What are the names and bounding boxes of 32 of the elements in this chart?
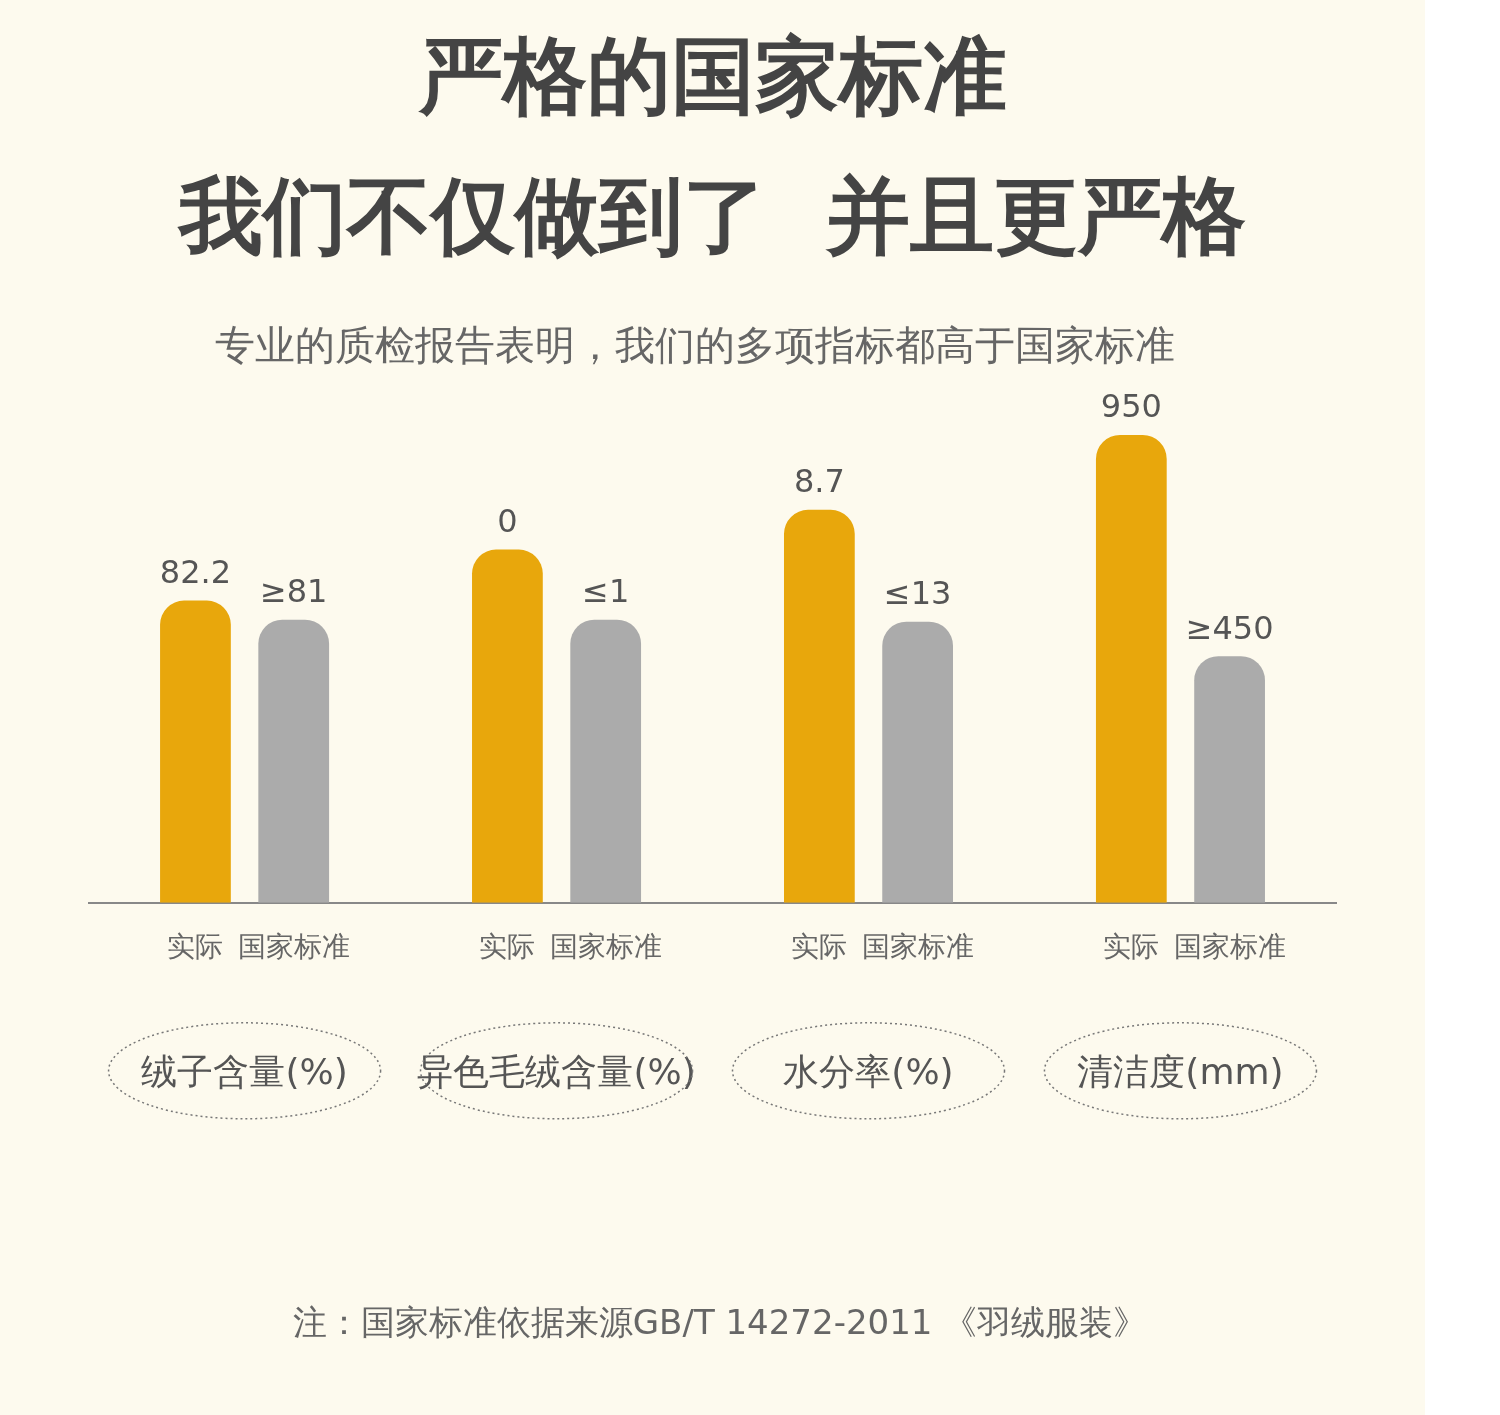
- text: 国家标准: [549, 930, 662, 964]
- annotation: ≤1: [582, 572, 630, 611]
- bar: [570, 619, 642, 903]
- x-tick-label: 异色毛绒含量(%): [417, 1050, 696, 1092]
- annotation: 0: [497, 501, 518, 540]
- text: 专业的质检报告表明，我们的多项指标都高于国家标准: [214, 321, 1176, 370]
- annotation: ≤13: [883, 573, 952, 612]
- text: 国家标准: [861, 930, 974, 964]
- annotation: 82.2: [159, 552, 232, 591]
- text: 950: [1100, 387, 1162, 426]
- x-tick-label: 绒子含量(%): [141, 1050, 348, 1092]
- text: 实际: [1103, 930, 1160, 964]
- text: 注：国家标准依据来源GB/T 14272-2011 《羽绒服装》: [291, 1301, 1149, 1344]
- text: 国家标准: [1173, 930, 1286, 964]
- bar: [882, 621, 954, 903]
- chart-subtitle: 我们不仅做到了 并且更严格: [176, 166, 1247, 267]
- text: 实际: [479, 930, 536, 964]
- series-label: 实际: [167, 930, 224, 964]
- annotation: 8.7: [793, 462, 845, 501]
- bar: [1194, 656, 1265, 903]
- x-tick-label: 水分率(%): [783, 1050, 954, 1092]
- bar: [258, 619, 330, 903]
- bar: [472, 549, 543, 903]
- text: 实际: [791, 930, 848, 964]
- annotation: ≥450: [1185, 608, 1274, 647]
- bar: [160, 600, 231, 903]
- x-tick-label: 清洁度(mm): [1077, 1050, 1284, 1092]
- chart-title: 严格的国家标准: [417, 26, 1008, 127]
- series-label: 国家标准: [237, 930, 350, 964]
- annotation: ≥81: [259, 572, 328, 611]
- bar: [783, 509, 855, 903]
- bar: [1095, 435, 1167, 903]
